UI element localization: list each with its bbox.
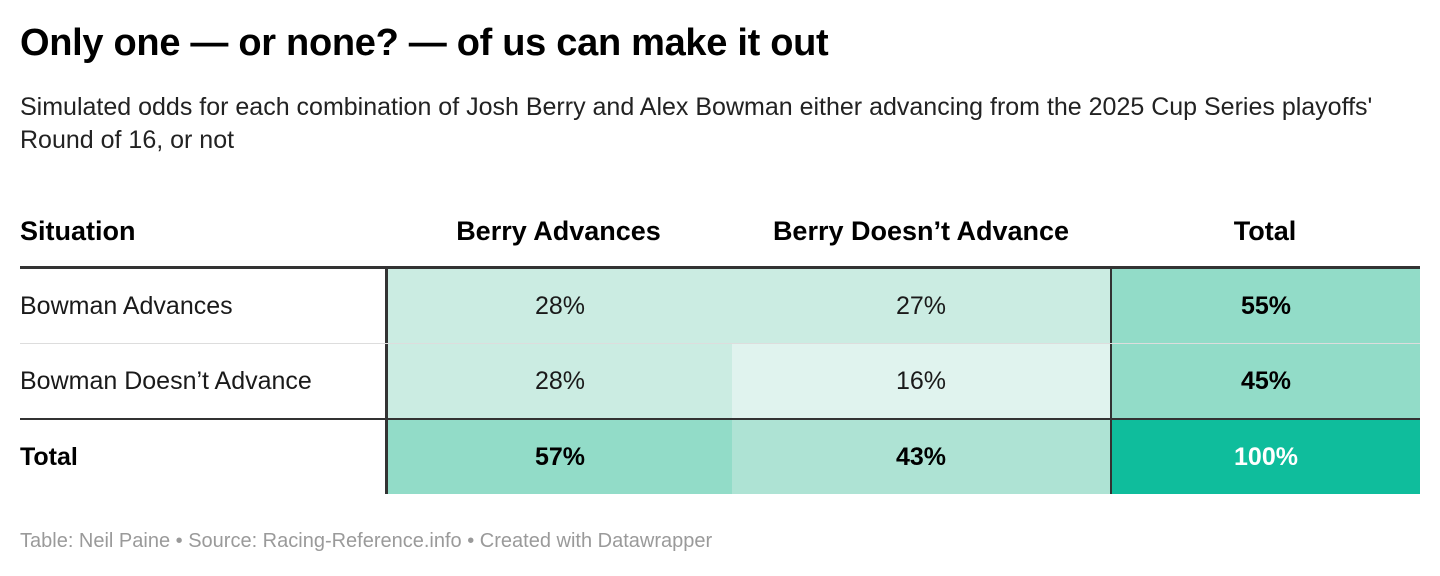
- column-header-berry-advances[interactable]: Berry Advances: [456, 216, 661, 246]
- row-label: Bowman Doesn’t Advance: [20, 344, 385, 418]
- row-label: Bowman Advances: [20, 269, 385, 343]
- table-cell: 28%: [385, 269, 732, 343]
- table-cell-total: 45%: [1110, 344, 1420, 418]
- table-row-total: Total 57% 43% 100%: [20, 418, 1420, 494]
- table-cell-total: 43%: [732, 420, 1110, 494]
- chart-subtitle: Simulated odds for each combination of J…: [20, 93, 1373, 154]
- chart-title: Only one — or none? — of us can make it …: [20, 22, 829, 64]
- chart-footer: Table: Neil Paine • Source: Racing-Refer…: [20, 530, 713, 552]
- table-header-row: Situation Berry Advances Berry Doesn’t A…: [20, 196, 1420, 269]
- table-cell: 27%: [732, 269, 1110, 343]
- table-row-bowman-advances: Bowman Advances 28% 27% 55%: [20, 269, 1420, 344]
- table-cell: 16%: [732, 344, 1110, 418]
- table-cell: 28%: [385, 344, 732, 418]
- column-header-berry-doesnt-advance[interactable]: Berry Doesn’t Advance: [772, 216, 1070, 246]
- row-label: Total: [20, 420, 385, 494]
- table-cell-total: 55%: [1110, 269, 1420, 343]
- column-header-total[interactable]: Total: [1233, 216, 1297, 246]
- table-cell-grand-total: 100%: [1110, 420, 1420, 494]
- table-row-bowman-doesnt-advance: Bowman Doesn’t Advance 28% 16% 45%: [20, 344, 1420, 418]
- odds-table: Situation Berry Advances Berry Doesn’t A…: [20, 196, 1420, 494]
- column-header-situation[interactable]: Situation: [20, 216, 136, 246]
- table-cell-total: 57%: [385, 420, 732, 494]
